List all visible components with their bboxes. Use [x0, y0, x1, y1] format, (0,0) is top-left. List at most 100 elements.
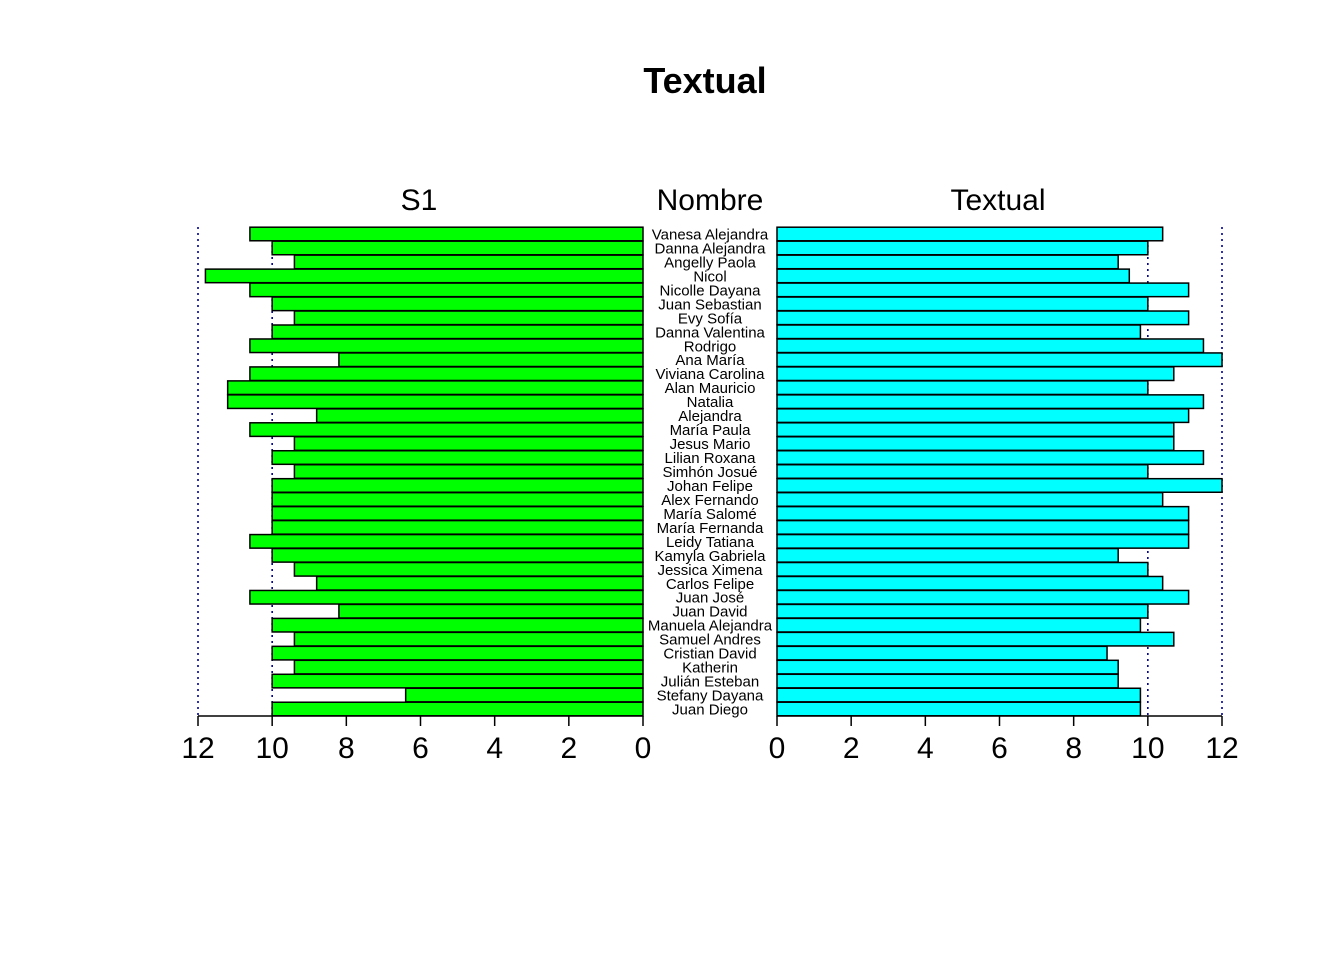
left-x-axis: 0 2 4 6 8 10 12: [181, 715, 652, 765]
right-x-axis: 0 2 4 6 8 10 12: [769, 715, 1239, 765]
category-label: Kamyla Gabriela: [655, 548, 767, 565]
right-bar: [776, 268, 1131, 284]
category-label: Alejandra: [678, 408, 742, 425]
right-bar: [776, 575, 1164, 591]
right-bar: [776, 449, 1205, 466]
right-tick-label: 6: [991, 732, 1008, 765]
left-bar: [249, 533, 644, 549]
category-label: Samuel Andres: [659, 632, 761, 649]
category-label: Jesus Mario: [670, 436, 751, 453]
category-label: María Fernanda: [657, 520, 764, 537]
right-bar: [776, 282, 1190, 298]
category-label: Danna Alejandra: [655, 240, 767, 257]
right-bar: [776, 547, 1119, 563]
right-bar: [776, 505, 1190, 521]
category-label: Alex Fernando: [661, 492, 759, 509]
left-bar: [204, 268, 644, 284]
right-bar: [776, 617, 1142, 633]
left-bar: [315, 575, 644, 591]
category-label: Juan David: [672, 604, 747, 621]
right-bar: [776, 687, 1142, 703]
right-bar: [776, 561, 1149, 577]
category-label: Jessica Ximena: [657, 562, 763, 579]
left-bar: [271, 673, 644, 689]
right-tick-label: 4: [917, 732, 934, 765]
right-bar: [776, 254, 1119, 270]
category-label: Simhón Josué: [662, 464, 757, 481]
right-tick-label: 2: [843, 732, 860, 765]
category-label: Carlos Felipe: [666, 576, 754, 593]
category-label: Leidy Tatiana: [666, 534, 755, 551]
category-label: Johan Felipe: [667, 478, 753, 495]
left-panel-title: S1: [401, 184, 438, 217]
category-header: Nombre: [657, 184, 764, 217]
right-bar: [776, 408, 1190, 424]
left-bar: [293, 254, 644, 270]
left-bar: [249, 366, 644, 382]
right-bar: [776, 491, 1164, 507]
left-bar: [249, 338, 644, 354]
category-label: Lilian Roxana: [665, 450, 757, 467]
left-bar: [271, 296, 644, 312]
left-bar: [249, 422, 644, 438]
category-label: Nicol: [693, 268, 726, 285]
left-bar: [271, 477, 644, 494]
left-bar: [271, 547, 644, 563]
left-bar: [293, 310, 644, 326]
category-label: Cristian David: [663, 646, 756, 663]
left-bar: [404, 687, 644, 703]
left-reference-lines: [197, 227, 273, 716]
right-bar: [776, 226, 1164, 242]
right-bar: [776, 338, 1205, 354]
category-label: Katherin: [682, 660, 738, 677]
category-label: Alan Mauricio: [665, 380, 756, 397]
left-bar: [293, 436, 644, 452]
category-label: María Salomé: [663, 506, 756, 523]
right-bar: [776, 701, 1142, 717]
left-bars: [204, 226, 644, 717]
left-bar: [338, 603, 644, 619]
right-bar: [776, 296, 1149, 312]
right-bar: [776, 310, 1190, 326]
right-bar: [776, 366, 1175, 382]
right-bar: [776, 603, 1149, 619]
right-bar: [776, 673, 1119, 689]
category-label: Julián Esteban: [661, 674, 759, 691]
right-bar: [776, 631, 1175, 647]
left-bar: [271, 324, 644, 340]
right-bar: [776, 240, 1149, 256]
right-panel-title: Textual: [950, 184, 1045, 217]
left-tick-label: 10: [255, 732, 288, 765]
category-label: Evy Sofía: [678, 310, 743, 327]
right-bar: [776, 659, 1119, 675]
left-bar: [271, 505, 644, 521]
right-tick-label: 8: [1065, 732, 1082, 765]
left-bar: [315, 408, 644, 424]
left-bar: [226, 394, 644, 410]
left-tick-label: 12: [181, 732, 214, 765]
category-label: Nicolle Dayana: [660, 282, 762, 299]
chart-title: Textual: [643, 60, 766, 101]
left-tick-label: 8: [338, 732, 355, 765]
left-bar: [249, 589, 644, 605]
left-bar: [271, 491, 644, 507]
left-bar: [271, 519, 644, 535]
right-bar: [776, 380, 1149, 396]
right-bar: [776, 422, 1175, 438]
category-label: Natalia: [687, 394, 734, 411]
category-label: Vanesa Alejandra: [652, 226, 769, 243]
category-label: Angelly Paola: [664, 254, 756, 271]
right-bars: [776, 226, 1223, 717]
left-bar: [271, 449, 644, 466]
category-label: Ana María: [675, 352, 745, 369]
left-tick-label: 0: [635, 732, 652, 765]
left-tick-label: 6: [412, 732, 429, 765]
category-label: Stefany Dayana: [657, 688, 764, 705]
left-bar: [271, 240, 644, 256]
category-label: Juan Sebastian: [658, 296, 761, 313]
left-bar: [271, 617, 644, 633]
right-bar: [776, 533, 1190, 549]
left-bar: [293, 463, 644, 480]
